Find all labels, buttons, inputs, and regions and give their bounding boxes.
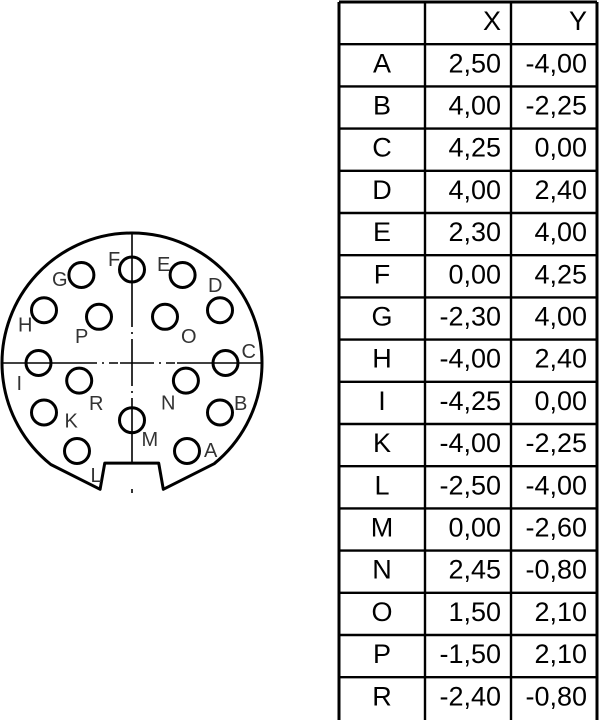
svg-text:-2,25: -2,25: [525, 91, 587, 121]
svg-text:1,50: 1,50: [448, 597, 501, 627]
svg-text:I: I: [378, 386, 386, 416]
svg-text:2,10: 2,10: [534, 597, 587, 627]
svg-text:X: X: [483, 6, 501, 36]
svg-text:A: A: [204, 440, 218, 462]
svg-text:O: O: [181, 326, 197, 348]
svg-text:-2,25: -2,25: [525, 428, 587, 458]
svg-text:D: D: [208, 275, 222, 297]
svg-text:D: D: [372, 175, 392, 205]
svg-text:P: P: [75, 326, 88, 348]
svg-text:0,00: 0,00: [534, 133, 587, 163]
svg-text:F: F: [374, 259, 391, 289]
svg-text:0,00: 0,00: [534, 386, 587, 416]
svg-text:G: G: [52, 269, 68, 291]
svg-text:4,00: 4,00: [448, 175, 501, 205]
svg-text:R: R: [372, 681, 392, 711]
svg-text:I: I: [17, 373, 23, 395]
svg-text:2,40: 2,40: [534, 344, 587, 374]
svg-text:R: R: [89, 393, 103, 415]
svg-text:H: H: [18, 315, 32, 337]
svg-text:-2,40: -2,40: [439, 681, 501, 711]
svg-text:0,00: 0,00: [448, 513, 501, 543]
svg-text:-0,80: -0,80: [525, 681, 587, 711]
svg-text:-0,80: -0,80: [525, 555, 587, 585]
svg-text:L: L: [91, 465, 102, 487]
svg-text:-4,00: -4,00: [525, 470, 587, 500]
svg-text:B: B: [234, 393, 247, 415]
svg-text:M: M: [371, 513, 394, 543]
svg-text:C: C: [242, 341, 256, 363]
svg-text:P: P: [373, 639, 391, 669]
svg-text:2,30: 2,30: [448, 217, 501, 247]
svg-text:-2,30: -2,30: [439, 302, 501, 332]
svg-text:2,50: 2,50: [448, 48, 501, 78]
svg-text:4,00: 4,00: [534, 302, 587, 332]
svg-text:-4,00: -4,00: [525, 48, 587, 78]
svg-text:E: E: [373, 217, 391, 247]
svg-text:C: C: [372, 133, 392, 163]
svg-text:2,40: 2,40: [534, 175, 587, 205]
svg-text:-4,25: -4,25: [439, 386, 501, 416]
svg-text:N: N: [372, 555, 392, 585]
svg-text:K: K: [65, 411, 79, 433]
svg-text:F: F: [108, 249, 120, 271]
svg-text:M: M: [142, 429, 159, 451]
svg-text:-4,00: -4,00: [439, 428, 501, 458]
svg-text:A: A: [373, 48, 391, 78]
svg-text:-2,50: -2,50: [439, 470, 501, 500]
svg-text:-4,00: -4,00: [439, 344, 501, 374]
svg-text:4,25: 4,25: [534, 259, 587, 289]
svg-text:-1,50: -1,50: [439, 639, 501, 669]
svg-text:L: L: [374, 470, 389, 500]
svg-text:N: N: [161, 392, 175, 414]
svg-text:-2,60: -2,60: [525, 513, 587, 543]
svg-text:0,00: 0,00: [448, 259, 501, 289]
svg-text:B: B: [373, 91, 391, 121]
svg-text:2,10: 2,10: [534, 639, 587, 669]
svg-text:E: E: [157, 254, 170, 276]
svg-text:2,45: 2,45: [448, 555, 501, 585]
svg-text:4,25: 4,25: [448, 133, 501, 163]
svg-text:4,00: 4,00: [448, 91, 501, 121]
svg-text:G: G: [371, 302, 392, 332]
svg-text:Y: Y: [569, 6, 587, 36]
svg-text:4,00: 4,00: [534, 217, 587, 247]
svg-text:H: H: [372, 344, 392, 374]
svg-text:O: O: [371, 597, 392, 627]
svg-text:K: K: [373, 428, 391, 458]
